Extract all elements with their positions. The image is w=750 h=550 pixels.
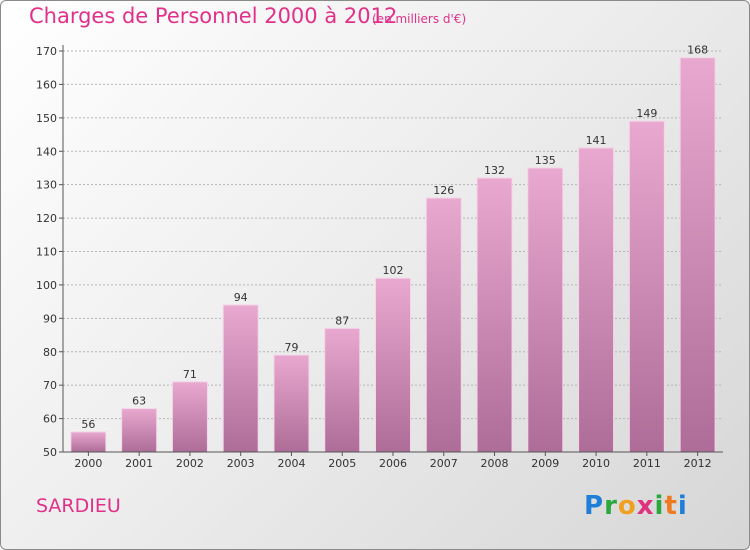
logo-letter: x	[636, 491, 655, 521]
y-tick-label: 120	[36, 212, 57, 225]
logo-letter: i	[677, 491, 688, 521]
bar-2003	[222, 304, 259, 453]
commune-name: SARDIEU	[36, 495, 121, 517]
data-label: 71	[183, 368, 197, 381]
x-tick-label: 2009	[531, 457, 559, 470]
bar-2010	[578, 147, 615, 453]
logo-letter: o	[617, 491, 637, 521]
x-tick-label: 2006	[379, 457, 407, 470]
x-tick-label: 2004	[277, 457, 305, 470]
bar-2008	[476, 177, 513, 453]
y-tick-label: 100	[36, 279, 57, 292]
data-label: 126	[433, 184, 454, 197]
x-tick-label: 2003	[227, 457, 255, 470]
chart-title: Charges de Personnel 2000 à 2012	[29, 4, 398, 28]
logo-letter: t	[664, 491, 678, 521]
data-label: 102	[383, 264, 404, 277]
data-label: 63	[132, 395, 146, 408]
logo-letter: i	[654, 491, 665, 521]
x-tick-label: 2000	[74, 457, 102, 470]
y-tick-label: 160	[36, 78, 57, 91]
bar-2006	[375, 277, 411, 453]
bar-2002	[171, 381, 208, 453]
bar-2004	[273, 354, 310, 453]
proxiti-logo: Proxiti	[584, 491, 688, 521]
y-tick-label: 70	[43, 379, 57, 392]
data-label: 149	[636, 107, 657, 120]
y-tick-label: 170	[36, 45, 57, 58]
x-tick-label: 2001	[125, 457, 153, 470]
x-tick-label: 2002	[176, 457, 204, 470]
y-tick-label: 50	[43, 446, 57, 459]
logo-letter: P	[584, 491, 605, 521]
y-tick-label: 80	[43, 346, 57, 359]
bar-2005	[324, 327, 361, 453]
x-tick-label: 2005	[328, 457, 356, 470]
y-tick-label: 110	[36, 246, 57, 259]
x-tick-label: 2007	[430, 457, 458, 470]
bar-2000	[70, 431, 107, 453]
bar-2009	[527, 167, 564, 453]
x-tick-label: 2010	[582, 457, 610, 470]
y-tick-label: 60	[43, 413, 57, 426]
data-label: 79	[284, 341, 298, 354]
x-tick-label: 2011	[633, 457, 661, 470]
data-label: 56	[81, 418, 95, 431]
bar-2007	[425, 197, 462, 453]
y-tick-label: 140	[36, 145, 57, 158]
y-tick-label: 90	[43, 312, 57, 325]
data-label: 87	[335, 314, 349, 327]
y-tick-label: 130	[36, 179, 57, 192]
data-label: 141	[586, 134, 607, 147]
data-label: 132	[484, 164, 505, 177]
bar-2012	[679, 57, 716, 453]
bar-2011	[628, 120, 665, 453]
data-label: 135	[535, 154, 556, 167]
data-label: 168	[687, 44, 708, 57]
logo-letter: r	[604, 491, 618, 521]
chart-unit: (en milliers d'€)	[372, 12, 467, 26]
data-label: 94	[234, 291, 248, 304]
bar-2001	[121, 408, 158, 453]
y-tick-label: 150	[36, 112, 57, 125]
x-tick-label: 2012	[684, 457, 712, 470]
x-tick-label: 2008	[481, 457, 509, 470]
